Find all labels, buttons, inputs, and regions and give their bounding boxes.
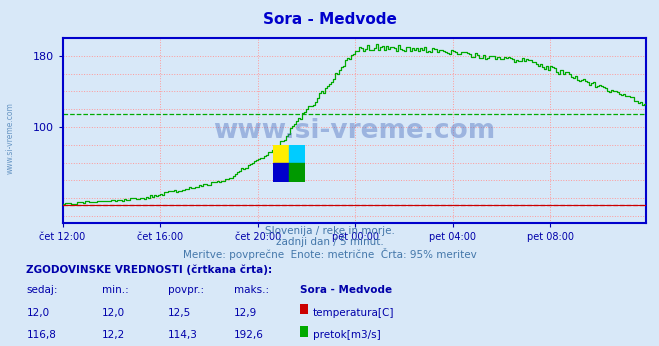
Text: 12,0: 12,0 [102,308,125,318]
Text: Sora - Medvode: Sora - Medvode [300,285,392,295]
Text: Slovenija / reke in morje.: Slovenija / reke in morje. [264,226,395,236]
Text: Meritve: povprečne  Enote: metrične  Črta: 95% meritev: Meritve: povprečne Enote: metrične Črta:… [183,248,476,261]
Text: temperatura[C]: temperatura[C] [313,308,395,318]
Bar [289,145,305,164]
Text: pretok[m3/s]: pretok[m3/s] [313,330,381,340]
Text: 12,9: 12,9 [234,308,257,318]
Text: maks.:: maks.: [234,285,269,295]
Text: 114,3: 114,3 [168,330,198,340]
Bar [289,164,305,182]
Text: sedaj:: sedaj: [26,285,58,295]
Text: min.:: min.: [102,285,129,295]
Text: ZGODOVINSKE VREDNOSTI (črtkana črta):: ZGODOVINSKE VREDNOSTI (črtkana črta): [26,265,272,275]
Text: povpr.:: povpr.: [168,285,204,295]
Text: 12,0: 12,0 [26,308,49,318]
Text: Sora - Medvode: Sora - Medvode [262,12,397,27]
Text: 116,8: 116,8 [26,330,56,340]
Text: www.si-vreme.com: www.si-vreme.com [213,118,496,144]
Text: 12,2: 12,2 [102,330,125,340]
Text: 192,6: 192,6 [234,330,264,340]
Text: zadnji dan / 5 minut.: zadnji dan / 5 minut. [275,237,384,247]
Bar [273,164,289,182]
Bar [273,145,289,164]
Text: 12,5: 12,5 [168,308,191,318]
Text: www.si-vreme.com: www.si-vreme.com [5,102,14,174]
